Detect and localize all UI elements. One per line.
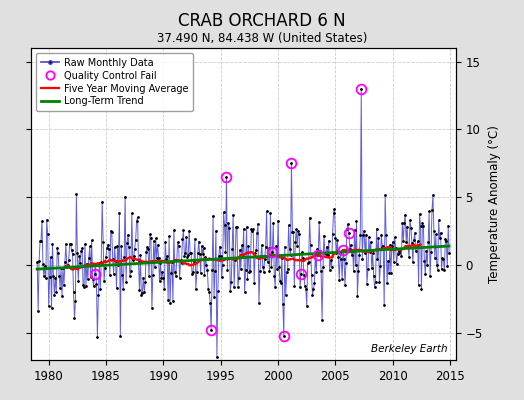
- Text: 37.490 N, 84.438 W (United States): 37.490 N, 84.438 W (United States): [157, 32, 367, 45]
- Text: CRAB ORCHARD 6 N: CRAB ORCHARD 6 N: [178, 12, 346, 30]
- Y-axis label: Temperature Anomaly (°C): Temperature Anomaly (°C): [488, 125, 501, 283]
- Text: Berkeley Earth: Berkeley Earth: [371, 344, 447, 354]
- Legend: Raw Monthly Data, Quality Control Fail, Five Year Moving Average, Long-Term Tren: Raw Monthly Data, Quality Control Fail, …: [36, 53, 193, 111]
